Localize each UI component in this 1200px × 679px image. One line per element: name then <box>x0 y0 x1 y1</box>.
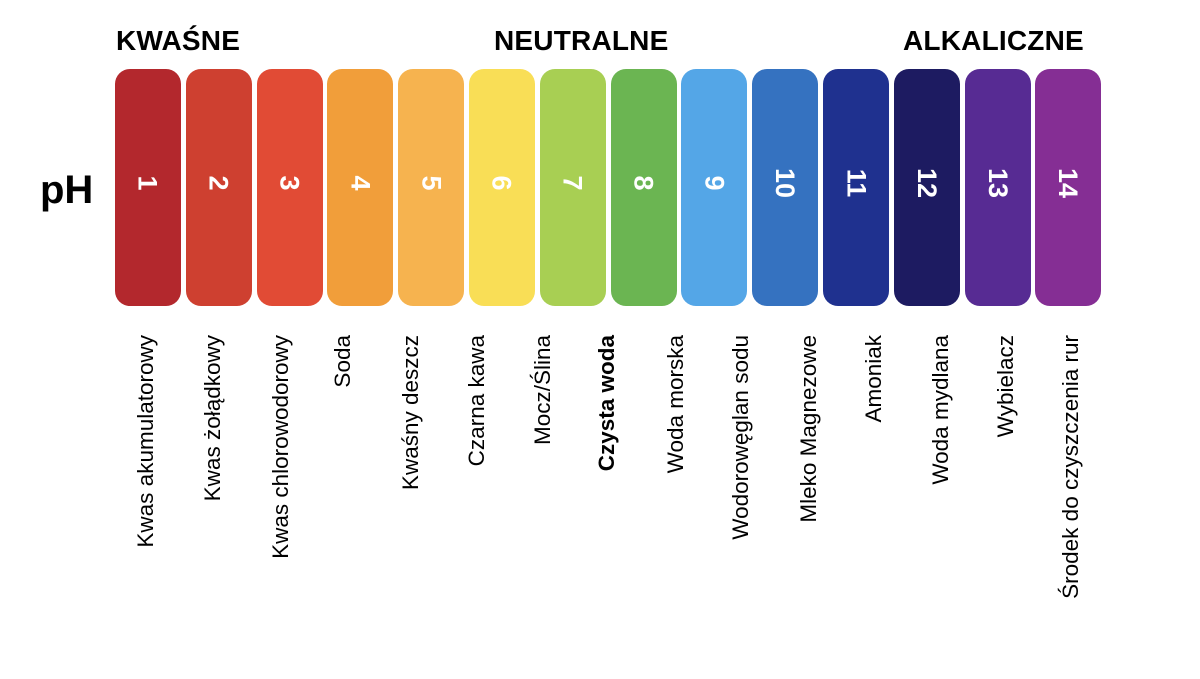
ph-substance-label: Woda mydlana <box>928 335 953 485</box>
ph-label-wrap: Kwaśny deszcz <box>378 335 444 675</box>
ph-column: 7 Mocz/Ślina <box>530 69 606 679</box>
ph-substance-label: Soda <box>330 335 355 388</box>
ph-column: 12 Amoniak <box>861 69 960 679</box>
ph-value: 7 <box>557 174 588 191</box>
ph-value: 3 <box>274 174 305 191</box>
ph-substance-label: Wodorowęglan sodu <box>728 335 753 540</box>
ph-color-bar: 12 <box>893 69 960 306</box>
ph-column: 8 Czysta woda <box>594 69 677 679</box>
ph-column: 14 Wybielacz <box>993 69 1102 679</box>
ph-label-wrap: Środek do czyszczenia rur <box>1038 335 1104 675</box>
ph-color-bar: 7 <box>539 69 606 306</box>
ph-column: 9 Woda morska <box>663 69 748 679</box>
ph-value: 6 <box>487 174 517 191</box>
ph-column: 10 Wodorowęglan sodu <box>728 69 819 679</box>
acidic-heading: KWAŚNE <box>116 25 241 56</box>
ph-substance-label: Środek do czyszczenia rur <box>1057 335 1083 599</box>
ph-column: 6 Czarna kawa <box>464 69 535 679</box>
ph-value: 10 <box>770 167 801 198</box>
ph-value: 8 <box>628 174 659 191</box>
ph-label-wrap: Wodorowęglan sodu <box>708 335 774 675</box>
ph-label-wrap: Amoniak <box>841 335 907 675</box>
ph-column: 4 Soda <box>327 69 394 679</box>
ph-label-wrap: Soda <box>310 335 376 675</box>
ph-substance-label: Czarna kawa <box>464 335 489 467</box>
ph-column: 2 Kwas żołądkowy <box>185 69 252 679</box>
ph-color-bar: 13 <box>964 69 1031 306</box>
ph-column: 11 Mleko Magnezowe <box>796 69 889 679</box>
ph-column: 3 Kwas chlorowodorowy <box>256 69 323 679</box>
ph-label-wrap: Kwas żołądkowy <box>180 335 246 675</box>
ph-color-bar: 11 <box>823 69 889 306</box>
ph-value: 1 <box>133 174 163 191</box>
ph-substance-label: Woda morska <box>663 335 688 474</box>
ph-color-bar: 9 <box>681 69 748 306</box>
ph-substance-label: Mleko Magnezowe <box>796 335 821 523</box>
ph-label-wrap: Woda mydlana <box>908 335 974 675</box>
ph-label-wrap: Kwas chlorowodorowy <box>248 335 314 675</box>
ph-substance-label: Amoniak <box>861 335 886 423</box>
ph-value: 2 <box>203 174 234 191</box>
ph-color-bar: 14 <box>1035 69 1102 306</box>
ph-color-bar: 2 <box>185 69 252 306</box>
ph-column: 1 Kwas akumulatorowy <box>115 69 181 679</box>
ph-substance-label: Kwas akumulatorowy <box>133 335 158 548</box>
ph-color-bar: 6 <box>469 69 535 306</box>
ph-label-wrap: Czysta woda <box>574 335 640 675</box>
ph-label-wrap: Wybielacz <box>973 335 1039 675</box>
ph-substance-label: Czysta woda <box>594 335 619 472</box>
ph-label-wrap: Mleko Magnezowe <box>776 335 842 675</box>
ph-axis-label: pH <box>40 168 94 212</box>
ph-label-wrap: Mocz/Ślina <box>510 335 576 675</box>
ph-color-bar: 5 <box>398 69 465 306</box>
ph-substance-label: Kwas chlorowodorowy <box>268 335 293 559</box>
ph-label-wrap: Kwas akumulatorowy <box>113 335 179 675</box>
ph-color-bar: 4 <box>327 69 394 306</box>
neutral-heading: NEUTRALNE <box>494 25 669 56</box>
ph-value: 4 <box>345 174 376 191</box>
ph-substance-label: Wybielacz <box>993 335 1018 438</box>
ph-substance-label: Kwas żołądkowy <box>200 335 225 502</box>
ph-color-bar: 3 <box>256 69 323 306</box>
ph-value: 9 <box>699 174 730 191</box>
ph-label-wrap: Czarna kawa <box>444 335 510 675</box>
ph-column: 5 Kwaśny deszcz <box>398 69 465 679</box>
ph-color-bar: 10 <box>752 69 819 306</box>
alkaline-heading: ALKALICZNE <box>903 25 1084 56</box>
ph-column: Środek do czyszczenia rur <box>1035 69 1101 679</box>
ph-label-wrap: Woda morska <box>643 335 709 675</box>
ph-substance-label: Mocz/Ślina <box>530 335 555 446</box>
ph-value: 5 <box>416 174 447 191</box>
ph-column: 13 Woda mydlana <box>928 69 1031 679</box>
ph-color-bar: 8 <box>610 69 677 306</box>
ph-substance-label: Kwaśny deszcz <box>398 335 423 491</box>
ph-value: 13 <box>982 167 1013 198</box>
ph-value: 12 <box>911 167 942 198</box>
ph-value: 11 <box>840 168 871 197</box>
ph-color-bar: 1 <box>115 69 181 306</box>
